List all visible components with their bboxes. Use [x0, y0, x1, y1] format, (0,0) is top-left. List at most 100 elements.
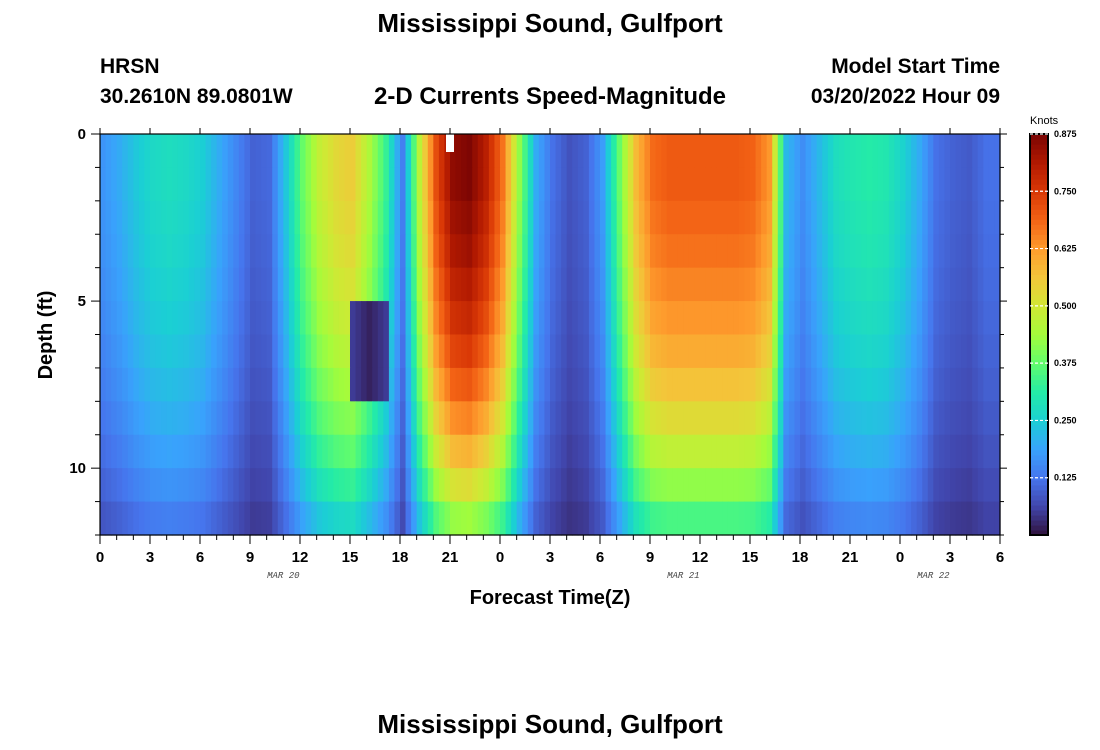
heatmap-cell	[944, 267, 951, 302]
heatmap-cell	[305, 468, 312, 503]
heatmap-cell	[472, 334, 479, 369]
heatmap-cell	[211, 301, 218, 336]
heatmap-cell	[527, 367, 534, 402]
heatmap-cell	[644, 301, 651, 336]
heatmap-cell	[266, 401, 273, 436]
heatmap-cell	[794, 401, 801, 436]
colorbar-swatch	[1030, 444, 1048, 451]
heatmap-cell	[355, 267, 362, 302]
heatmap-cell	[366, 367, 373, 402]
heatmap-cell	[638, 501, 646, 536]
heatmap-cell	[644, 468, 651, 503]
heatmap-cell	[427, 234, 434, 269]
heatmap-cell	[650, 468, 657, 503]
heatmap-cell	[755, 234, 762, 269]
heatmap-cell	[111, 401, 118, 436]
heatmap-cell	[888, 234, 896, 269]
heatmap-cell	[922, 501, 929, 536]
heatmap-cell	[461, 334, 468, 369]
heatmap-cell	[222, 200, 229, 235]
heatmap-cell	[977, 367, 984, 402]
heatmap-cell	[594, 301, 601, 336]
heatmap-cell	[472, 167, 479, 202]
heatmap-cell	[600, 301, 607, 336]
heatmap-cell	[500, 301, 507, 336]
heatmap-cell	[711, 200, 718, 235]
heatmap-cell	[816, 367, 823, 402]
heatmap-cell	[672, 501, 679, 536]
heatmap-cell	[127, 234, 134, 269]
heatmap-cell	[955, 167, 962, 202]
heatmap-cell	[750, 334, 757, 369]
colorbar-swatch	[1030, 259, 1048, 265]
heatmap-cell	[211, 267, 218, 302]
heatmap-cell	[783, 367, 790, 402]
heatmap-cell	[150, 334, 157, 369]
heatmap-cell	[994, 468, 1001, 503]
heatmap-cell	[805, 234, 812, 269]
heatmap-cell	[794, 501, 801, 536]
heatmap-cell	[216, 301, 223, 336]
heatmap-cell	[733, 334, 740, 369]
heatmap-cell	[655, 367, 662, 402]
heatmap-cell	[572, 334, 579, 369]
heatmap-cell	[561, 367, 568, 402]
heatmap-cell	[994, 301, 1001, 336]
heatmap-cell	[205, 468, 212, 503]
heatmap-cell	[105, 167, 112, 202]
heatmap-cell	[405, 234, 412, 269]
heatmap-cell	[511, 334, 518, 369]
heatmap-cell	[688, 301, 696, 336]
heatmap-cell	[727, 267, 734, 302]
heatmap-cell	[955, 267, 962, 302]
heatmap-cell	[888, 134, 896, 169]
heatmap-cell	[527, 167, 534, 202]
heatmap-cell	[616, 334, 623, 369]
heatmap-cell	[900, 200, 907, 235]
heatmap-cell	[572, 234, 579, 269]
heatmap-cell	[472, 234, 479, 269]
colorbar-swatch	[1030, 384, 1048, 391]
heatmap-cell	[744, 134, 751, 169]
heatmap-cell	[383, 468, 390, 503]
heatmap-cell	[166, 301, 173, 336]
heatmap-cell	[405, 134, 412, 169]
heatmap-cell	[716, 367, 723, 402]
colorbar-swatch	[1030, 369, 1048, 376]
heatmap-cell	[677, 234, 684, 269]
heatmap-cell	[661, 468, 668, 503]
heatmap-cell	[172, 468, 179, 503]
heatmap-cell	[327, 501, 334, 536]
heatmap-cell	[911, 167, 918, 202]
heatmap-cell	[544, 167, 551, 202]
heatmap-cell	[844, 167, 851, 202]
heatmap-cell	[500, 401, 507, 436]
heatmap-cell	[650, 200, 657, 235]
heatmap-cell	[344, 434, 351, 469]
heatmap-cell	[677, 301, 684, 336]
heatmap-cell	[361, 234, 368, 269]
heatmap-cell	[105, 200, 112, 235]
heatmap-cell	[916, 367, 923, 402]
heatmap-cell	[394, 367, 401, 402]
heatmap-cell	[361, 167, 368, 202]
heatmap-cell	[622, 200, 629, 235]
heatmap-cell	[822, 401, 829, 436]
heatmap-cell	[744, 267, 751, 302]
heatmap-cell	[105, 134, 112, 169]
heatmap-cell	[822, 501, 829, 536]
colorbar-swatch	[1030, 134, 1048, 140]
heatmap-cell	[966, 200, 973, 235]
heatmap-cell	[166, 468, 173, 503]
heatmap-cell	[577, 301, 584, 336]
heatmap-cell	[533, 267, 540, 302]
heatmap-cell	[850, 367, 857, 402]
heatmap-cell	[972, 434, 979, 469]
heatmap-cell	[466, 267, 473, 302]
heatmap-cell	[683, 501, 690, 536]
heatmap-cell	[227, 234, 234, 269]
heatmap-cell	[500, 334, 507, 369]
heatmap-cell	[400, 301, 407, 336]
heatmap-cell	[683, 234, 690, 269]
heatmap-cell	[188, 401, 196, 436]
